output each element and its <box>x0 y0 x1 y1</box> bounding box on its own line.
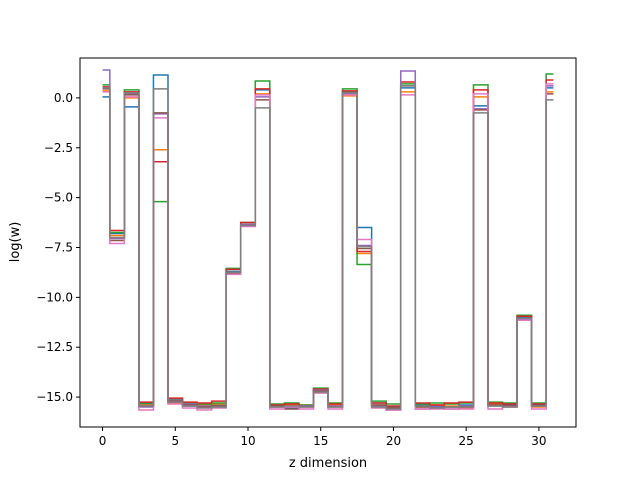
y-axis-ticks: 0.0 −2.5 −5.0 −7.5 −10.0 −12.5 −15.0 <box>36 91 80 404</box>
x-axis-label: z dimension <box>289 456 367 471</box>
series-line-2 <box>102 90 554 409</box>
axes-frame <box>79 57 577 428</box>
x-tick-label: 5 <box>171 434 179 448</box>
y-tick-label: −10.0 <box>36 290 73 304</box>
y-tick-label: −12.5 <box>36 340 73 354</box>
x-tick-label: 0 <box>99 434 107 448</box>
x-tick-label: 15 <box>313 434 328 448</box>
y-axis-label: log(w) <box>8 222 23 263</box>
series-line-8 <box>102 85 554 410</box>
x-tick-label: 10 <box>240 434 255 448</box>
y-tick-label: −15.0 <box>36 390 73 404</box>
x-axis-ticks: 0 5 10 15 20 25 30 <box>99 427 547 448</box>
x-tick-label: 30 <box>531 434 546 448</box>
x-tick-label: 25 <box>459 434 474 448</box>
y-tick-label: −2.5 <box>44 141 73 155</box>
y-tick-label: −5.0 <box>44 191 73 205</box>
y-tick-label: 0.0 <box>54 91 73 105</box>
plot-area <box>102 69 554 411</box>
x-tick-label: 20 <box>386 434 401 448</box>
y-tick-label: −7.5 <box>44 240 73 254</box>
series-line-6 <box>102 85 554 410</box>
